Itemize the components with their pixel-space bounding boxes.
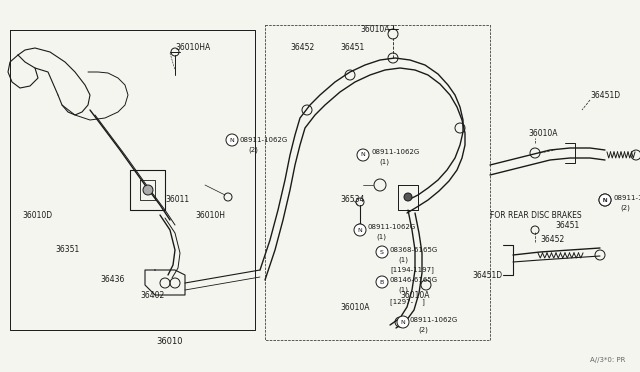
- Text: (2): (2): [620, 205, 630, 211]
- Text: 36451D: 36451D: [473, 270, 503, 279]
- Circle shape: [404, 193, 412, 201]
- Text: B: B: [380, 279, 384, 285]
- Text: 08368-6165G: 08368-6165G: [390, 247, 438, 253]
- Text: 08911-1062G: 08911-1062G: [240, 137, 288, 143]
- Text: 36402: 36402: [140, 291, 164, 299]
- Circle shape: [354, 224, 366, 236]
- Text: A//3*0: PR: A//3*0: PR: [590, 357, 625, 363]
- Text: (1): (1): [398, 257, 408, 263]
- Text: [1194-1197]: [1194-1197]: [390, 267, 434, 273]
- Circle shape: [143, 185, 153, 195]
- Text: 08911-1062G: 08911-1062G: [410, 317, 458, 323]
- Text: 08911-1062G: 08911-1062G: [371, 149, 419, 155]
- Text: 36351: 36351: [55, 246, 79, 254]
- Text: [1297-    ]: [1297- ]: [390, 299, 425, 305]
- Text: N: N: [603, 198, 607, 202]
- Text: 36010HA: 36010HA: [175, 44, 211, 52]
- Text: 36010A: 36010A: [400, 291, 429, 299]
- Text: (1): (1): [379, 159, 389, 165]
- Text: (2): (2): [418, 327, 428, 333]
- Text: (1): (1): [376, 234, 386, 240]
- Text: N: N: [401, 320, 405, 324]
- Text: 36010A: 36010A: [340, 304, 369, 312]
- Text: (2): (2): [248, 147, 258, 153]
- Circle shape: [599, 194, 611, 206]
- Text: N: N: [603, 198, 607, 202]
- Text: 36451: 36451: [340, 44, 364, 52]
- Text: 08911-1062G: 08911-1062G: [368, 224, 416, 230]
- Text: 36452: 36452: [290, 44, 314, 52]
- Text: 36010A: 36010A: [360, 26, 390, 35]
- Text: FOR REAR DISC BRAKES: FOR REAR DISC BRAKES: [490, 211, 582, 219]
- Text: 08146-6165G: 08146-6165G: [390, 277, 438, 283]
- Text: 36451: 36451: [555, 221, 579, 230]
- Text: 08911-1062G: 08911-1062G: [613, 195, 640, 201]
- Text: 36451D: 36451D: [590, 90, 620, 99]
- Circle shape: [357, 149, 369, 161]
- Circle shape: [397, 316, 409, 328]
- Circle shape: [376, 276, 388, 288]
- Text: 36011: 36011: [165, 196, 189, 205]
- Text: N: N: [230, 138, 234, 142]
- Text: 36534: 36534: [340, 196, 364, 205]
- Text: N: N: [360, 153, 365, 157]
- Text: S: S: [380, 250, 384, 254]
- Text: 36436: 36436: [100, 276, 124, 285]
- Text: 36010: 36010: [157, 337, 183, 346]
- Text: 36452: 36452: [540, 235, 564, 244]
- Text: N: N: [358, 228, 362, 232]
- Text: (1): (1): [398, 287, 408, 293]
- Circle shape: [226, 134, 238, 146]
- Text: 36010A: 36010A: [528, 128, 557, 138]
- Text: 36010H: 36010H: [195, 211, 225, 219]
- Text: 36010D: 36010D: [22, 211, 52, 219]
- Circle shape: [376, 246, 388, 258]
